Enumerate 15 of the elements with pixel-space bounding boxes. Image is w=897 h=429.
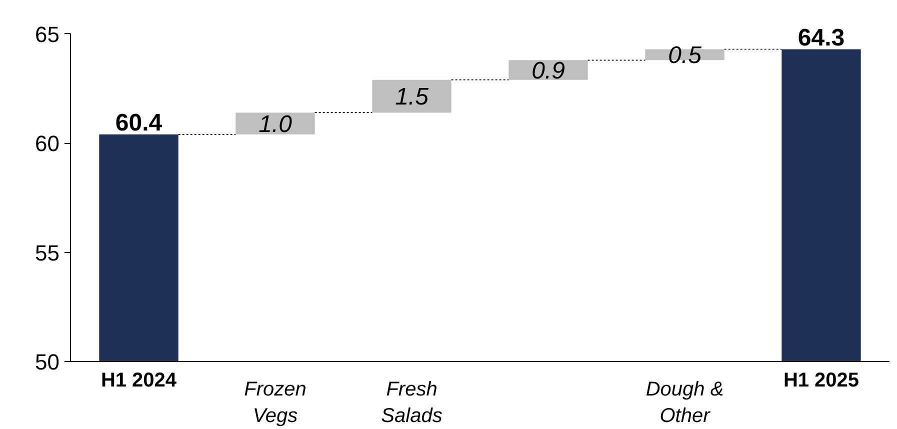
data-label: 60.4 [115, 109, 163, 136]
data-label: 0.9 [532, 58, 565, 85]
y-tick-label: 60 [35, 131, 60, 156]
data-label: 0.5 [668, 42, 702, 70]
x-tick-label: H1 2024 [100, 370, 178, 392]
y-tick-label: 50 [35, 350, 60, 374]
data-label: 64.3 [798, 24, 845, 52]
y-tick-label: 55 [35, 240, 60, 266]
data-label: 1.0 [258, 111, 293, 138]
x-tick-label: Dough & Other [646, 378, 724, 427]
x-tick-label: Frozen Vegs [244, 378, 306, 427]
data-label: 1.5 [395, 84, 430, 111]
x-tick-label: Fresh Salads [381, 378, 442, 427]
y-tick-label: 65 [35, 22, 60, 47]
x-tick-label: H1 2025 [783, 370, 860, 392]
